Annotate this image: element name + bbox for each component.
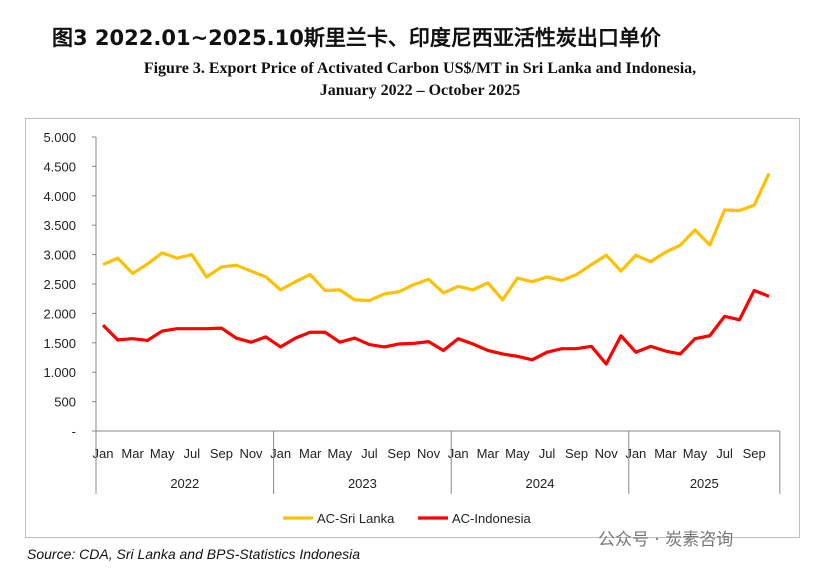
y-tick-label: 4.000 — [43, 189, 76, 204]
y-tick-label: 4.500 — [43, 159, 76, 174]
month-label: Jul — [539, 446, 556, 461]
month-label: Mar — [121, 446, 144, 461]
month-label: May — [150, 446, 175, 461]
month-label: Sep — [565, 446, 588, 461]
year-label: 2022 — [170, 476, 199, 491]
month-label: Jul — [183, 446, 200, 461]
y-tick-label: 1.500 — [43, 336, 76, 351]
legend-label: AC-Sri Lanka — [317, 511, 395, 526]
watermark: 公众号 · 炭素咨询 — [598, 530, 734, 550]
month-label: Nov — [239, 446, 263, 461]
y-tick-label: 2.500 — [43, 277, 76, 292]
month-label: Mar — [654, 446, 677, 461]
year-label: 2023 — [348, 476, 377, 491]
month-label: May — [505, 446, 530, 461]
english-title-line1: Figure 3. Export Price of Activated Carb… — [143, 60, 697, 77]
month-label: Sep — [210, 446, 233, 461]
y-tick-label: 2.000 — [43, 306, 76, 321]
month-label: May — [328, 446, 353, 461]
y-tick-label: 1.000 — [43, 365, 76, 380]
chinese-title: 图3 2022.01~2025.10斯里兰卡、印度尼西亚活性炭出口单价 — [52, 26, 661, 50]
source-note: Source: CDA, Sri Lanka and BPS-Statistic… — [27, 546, 361, 562]
year-label: 2024 — [526, 476, 555, 491]
y-tick-label: 5.000 — [43, 130, 76, 145]
chart-frame — [25, 118, 800, 538]
y-tick-label: - — [72, 424, 76, 439]
month-label: Sep — [743, 446, 766, 461]
month-label: Jan — [270, 446, 291, 461]
month-label: Mar — [477, 446, 500, 461]
month-label: Mar — [299, 446, 322, 461]
english-title-line2: January 2022 – October 2025 — [319, 82, 521, 99]
series-line-ac-sri-lanka — [102, 172, 771, 303]
year-label: 2025 — [690, 476, 719, 491]
y-tick-label: 500 — [54, 395, 76, 410]
month-label: Jul — [716, 446, 733, 461]
month-label: Jan — [448, 446, 469, 461]
month-label: Jul — [361, 446, 378, 461]
month-label: Jan — [93, 446, 114, 461]
y-tick-label: 3.000 — [43, 248, 76, 263]
month-label: Jan — [625, 446, 646, 461]
month-label: May — [683, 446, 708, 461]
y-tick-label: 3.500 — [43, 218, 76, 233]
month-label: Sep — [387, 446, 410, 461]
legend-label: AC-Indonesia — [452, 511, 532, 526]
month-label: Nov — [595, 446, 619, 461]
series-line-ac-indonesia — [101, 288, 770, 366]
month-label: Nov — [417, 446, 441, 461]
